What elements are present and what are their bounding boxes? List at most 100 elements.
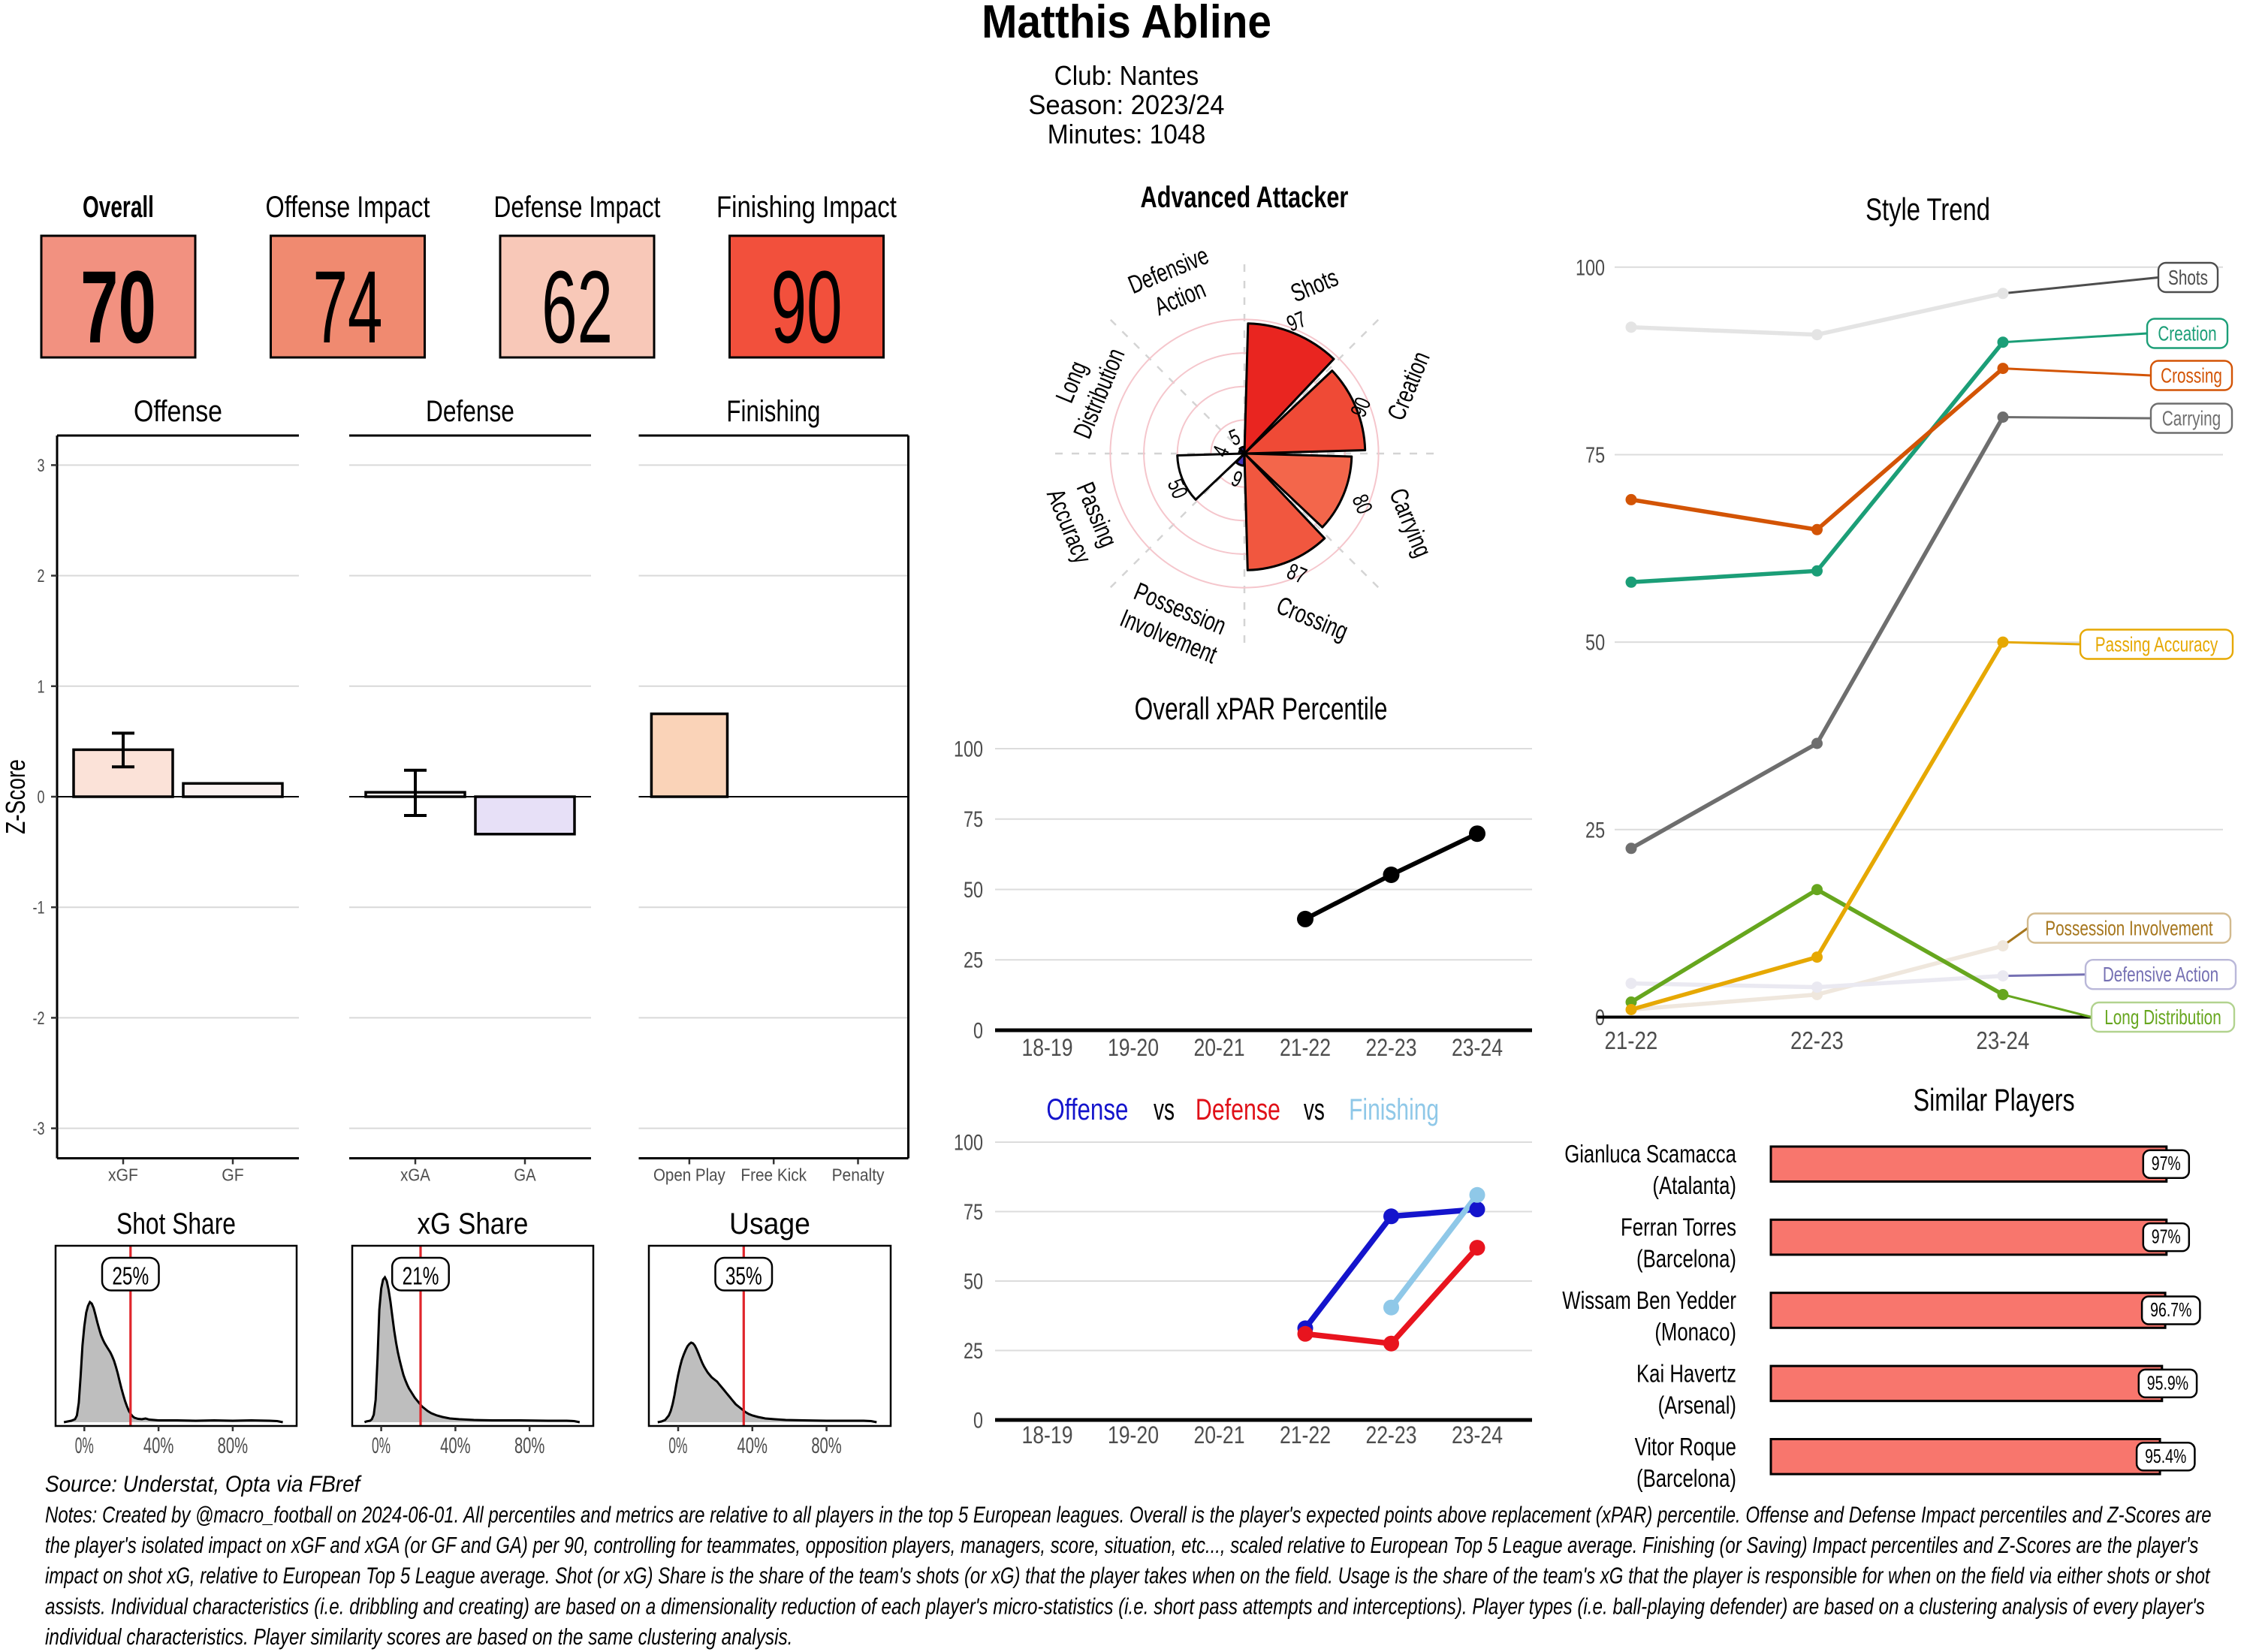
svg-text:Offense Impact: Offense Impact: [266, 190, 430, 224]
svg-text:xGA: xGA: [400, 1165, 430, 1184]
svg-text:23-24: 23-24: [1452, 1422, 1503, 1449]
svg-text:19-20: 19-20: [1108, 1422, 1159, 1449]
svg-text:(Atalanta): (Atalanta): [1652, 1172, 1736, 1200]
svg-text:Possession Involvement: Possession Involvement: [2045, 918, 2213, 941]
svg-text:individual characteristics. Pl: individual characteristics. Player simil…: [45, 1623, 792, 1649]
svg-text:Style Trend: Style Trend: [1865, 191, 1990, 227]
svg-text:Advanced Attacker: Advanced Attacker: [1141, 180, 1349, 214]
svg-text:21%: 21%: [403, 1263, 439, 1290]
svg-text:Passing Accuracy: Passing Accuracy: [2095, 634, 2218, 657]
svg-text:Minutes: 1048: Minutes: 1048: [1048, 120, 1205, 149]
svg-text:97%: 97%: [2152, 1152, 2181, 1174]
svg-text:0%: 0%: [75, 1433, 94, 1458]
svg-text:25%: 25%: [112, 1263, 149, 1290]
svg-text:Similar Players: Similar Players: [1914, 1082, 2075, 1117]
svg-text:Ferran Torres: Ferran Torres: [1621, 1214, 1736, 1242]
svg-text:Kai Havertz: Kai Havertz: [1636, 1360, 1736, 1388]
svg-text:Offense: Offense: [134, 393, 222, 427]
svg-text:Source: Understat, Opta via FB: Source: Understat, Opta via FBref: [45, 1471, 362, 1497]
svg-text:3: 3: [37, 457, 44, 476]
svg-text:Creation: Creation: [2158, 323, 2216, 346]
svg-text:Crossing: Crossing: [2161, 365, 2222, 388]
svg-text:21-22: 21-22: [1280, 1035, 1331, 1062]
svg-text:Penalty: Penalty: [832, 1165, 885, 1185]
svg-text:19-20: 19-20: [1108, 1035, 1159, 1062]
svg-text:74: 74: [313, 250, 383, 365]
svg-text:70: 70: [80, 249, 156, 364]
svg-text:Overall: Overall: [83, 191, 154, 224]
svg-text:Overall xPAR Percentile: Overall xPAR Percentile: [1135, 691, 1388, 726]
svg-text:Finishing: Finishing: [726, 394, 820, 428]
svg-text:Season: 2023/24: Season: 2023/24: [1028, 90, 1224, 120]
svg-text:Defense Impact: Defense Impact: [494, 189, 661, 223]
svg-text:50: 50: [1585, 630, 1605, 655]
svg-text:20-21: 20-21: [1193, 1422, 1244, 1449]
svg-text:Matthis Abline: Matthis Abline: [982, 0, 1271, 48]
svg-text:Shots: Shots: [2168, 267, 2208, 290]
svg-text:90: 90: [771, 251, 843, 365]
svg-text:40%: 40%: [440, 1433, 470, 1458]
svg-text:100: 100: [1576, 255, 1605, 280]
svg-text:Shot Share: Shot Share: [116, 1206, 236, 1240]
svg-text:impact on shot xG, relative to: impact on shot xG, relative to European …: [45, 1563, 2211, 1589]
svg-text:22-23: 22-23: [1365, 1035, 1416, 1062]
svg-text:23-24: 23-24: [1452, 1035, 1503, 1062]
svg-text:95.9%: 95.9%: [2147, 1372, 2188, 1394]
svg-text:Finishing: Finishing: [1349, 1093, 1439, 1126]
svg-text:Notes: Created by @macro_footb: Notes: Created by @macro_football on 202…: [45, 1501, 2212, 1527]
svg-text:Wissam Ben Yedder: Wissam Ben Yedder: [1562, 1287, 1736, 1315]
svg-text:Vitor Roque: Vitor Roque: [1635, 1433, 1736, 1461]
svg-text:Defensive Action: Defensive Action: [2103, 963, 2218, 987]
svg-text:1: 1: [37, 677, 44, 697]
svg-text:95.4%: 95.4%: [2145, 1445, 2186, 1467]
svg-text:18-19: 18-19: [1021, 1035, 1072, 1062]
svg-text:Open Play: Open Play: [653, 1165, 725, 1184]
svg-text:100: 100: [954, 737, 983, 761]
svg-text:0: 0: [37, 788, 44, 807]
svg-text:-1: -1: [32, 898, 44, 918]
svg-text:80%: 80%: [514, 1433, 544, 1458]
svg-text:75: 75: [964, 807, 983, 832]
svg-text:(Barcelona): (Barcelona): [1636, 1465, 1736, 1493]
svg-text:Finishing Impact: Finishing Impact: [716, 190, 897, 224]
svg-text:97%: 97%: [2152, 1225, 2181, 1247]
svg-text:(Barcelona): (Barcelona): [1636, 1246, 1736, 1274]
svg-text:vs: vs: [1154, 1093, 1175, 1126]
svg-text:GF: GF: [222, 1165, 243, 1185]
svg-text:75: 75: [1585, 442, 1605, 467]
svg-text:22-23: 22-23: [1790, 1027, 1844, 1055]
svg-text:Offense: Offense: [1046, 1092, 1128, 1126]
svg-text:Free Kick: Free Kick: [740, 1165, 807, 1185]
svg-text:-2: -2: [32, 1009, 44, 1029]
svg-text:62: 62: [541, 251, 613, 365]
svg-text:Usage: Usage: [729, 1207, 810, 1241]
svg-text:Defense: Defense: [1196, 1093, 1280, 1126]
svg-text:50: 50: [964, 1269, 983, 1294]
svg-text:18-19: 18-19: [1021, 1422, 1072, 1449]
svg-text:40%: 40%: [143, 1433, 173, 1458]
svg-text:80%: 80%: [218, 1433, 248, 1458]
svg-text:25: 25: [964, 1338, 983, 1363]
svg-text:100: 100: [954, 1130, 983, 1155]
svg-text:40%: 40%: [737, 1433, 768, 1458]
svg-text:the player's isolated impact o: the player's isolated impact on xGF and …: [45, 1532, 2199, 1558]
svg-text:xGF: xGF: [108, 1165, 138, 1185]
svg-text:22-23: 22-23: [1365, 1422, 1416, 1449]
svg-text:vs: vs: [1304, 1093, 1325, 1126]
svg-text:0: 0: [973, 1018, 983, 1044]
svg-text:75: 75: [964, 1199, 983, 1224]
svg-text:Carrying: Carrying: [2162, 408, 2221, 431]
svg-text:96.7%: 96.7%: [2150, 1298, 2191, 1320]
svg-text:21-22: 21-22: [1280, 1422, 1331, 1449]
svg-text:assists. Individual characteri: assists. Individual characteristics (i.e…: [45, 1593, 2205, 1620]
svg-text:GA: GA: [514, 1165, 536, 1185]
svg-text:-3: -3: [32, 1120, 44, 1139]
svg-text:25: 25: [1585, 818, 1605, 843]
svg-text:Z-Score: Z-Score: [1, 759, 31, 834]
svg-text:Club: Nantes: Club: Nantes: [1054, 62, 1199, 91]
svg-text:Long Distribution: Long Distribution: [2104, 1006, 2221, 1029]
svg-text:0%: 0%: [372, 1433, 391, 1458]
svg-text:25: 25: [964, 948, 983, 972]
svg-text:80%: 80%: [811, 1433, 841, 1458]
svg-text:50: 50: [964, 877, 983, 902]
